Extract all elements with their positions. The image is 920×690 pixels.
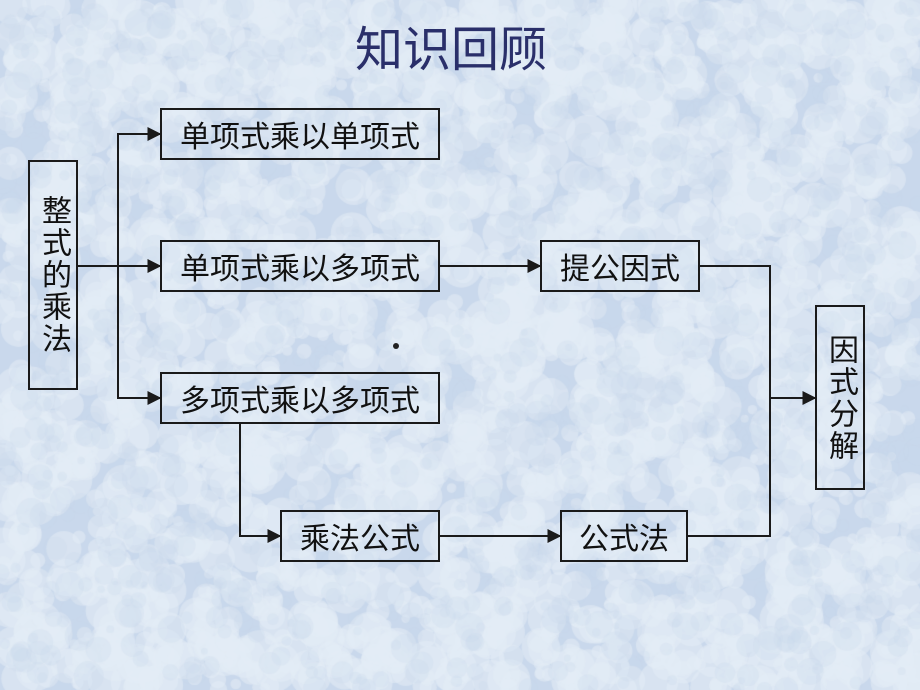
node-n2-label: 单项式乘以多项式: [180, 244, 420, 288]
node-n3-label: 多项式乘以多项式: [180, 376, 420, 420]
node-n4-label: 乘法公式: [300, 514, 420, 558]
edge-n3-to-n4: [240, 424, 280, 536]
node-n5-label: 提公因式: [560, 244, 680, 288]
node-n2: 单项式乘以多项式: [160, 240, 440, 292]
edge-n6-to-n7: [688, 398, 770, 536]
node-n6-label: 公式法: [579, 514, 669, 558]
node-n3: 多项式乘以多项式: [160, 372, 440, 424]
edge-n5-to-n7: [700, 266, 815, 398]
node-n7-label: 因式分解: [818, 334, 862, 462]
node-n1: 单项式乘以单项式: [160, 108, 440, 160]
node-n4: 乘法公式: [280, 510, 440, 562]
edge-root-to-n1: [78, 134, 160, 266]
node-root-label: 整式的乘法: [31, 195, 75, 355]
page-title: 知识回顾: [355, 10, 547, 80]
node-n5: 提公因式: [540, 240, 700, 292]
edge-root-to-n3: [78, 266, 160, 398]
center-dot: [393, 343, 399, 349]
node-n6: 公式法: [560, 510, 688, 562]
node-n7: 因式分解: [815, 305, 865, 490]
edge-layer: [0, 0, 920, 690]
node-n1-label: 单项式乘以单项式: [180, 112, 420, 156]
node-root: 整式的乘法: [28, 160, 78, 390]
